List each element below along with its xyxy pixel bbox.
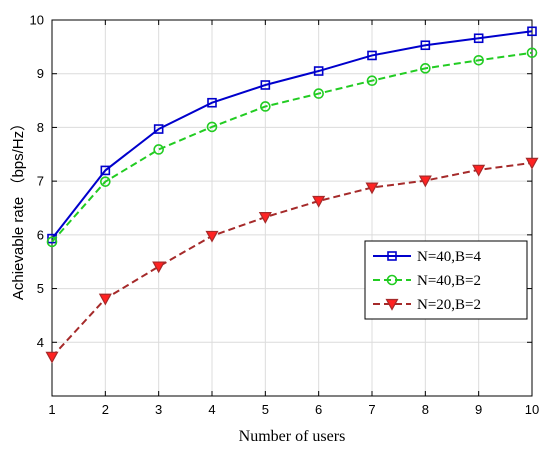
series-line-0 [51,30,533,240]
data-point-1-4 [260,101,271,112]
y-tick-label: 6 [37,227,44,242]
data-point-1-1 [100,176,111,187]
x-tick-label: 10 [525,402,539,417]
data-point-0-1 [100,165,111,176]
legend-item-1: N=40,B=2 [373,273,481,289]
x-tick-label: 6 [315,402,322,417]
y-tick-label: 8 [37,120,44,135]
plot-area [51,19,533,397]
x-tick-label: 7 [368,402,375,417]
data-point-0-2 [153,124,164,134]
x-tick-label: 8 [422,402,429,417]
data-point-0-9 [527,26,537,37]
data-point-2-0 [45,351,59,364]
data-point-0-7 [420,40,431,51]
data-point-0-5 [313,66,324,76]
x-axis-label: Number of users [239,428,346,445]
data-point-2-4 [258,212,272,224]
series-2 [45,157,539,364]
legend-label: N=20,B=2 [417,297,481,313]
y-tick-label: 9 [37,66,44,81]
series-1 [46,47,538,248]
x-tick-label: 4 [208,402,215,417]
legend: N=40,B=4 N=40,B=2 N=20,B=2 [364,240,528,320]
data-point-1-8 [473,54,484,66]
legend-item-0: N=40,B=4 [373,249,482,265]
legend-label: N=40,B=4 [417,249,482,265]
data-point-2-6 [365,182,379,195]
data-point-1-7 [420,63,431,74]
y-tick-label: 10 [30,13,44,28]
x-tick-label: 5 [262,402,269,417]
data-point-2-2 [152,261,166,274]
x-tick-label: 2 [102,402,109,417]
y-tick-label: 4 [37,335,44,350]
x-tick-label: 3 [155,402,162,417]
legend-label: N=40,B=2 [417,273,481,289]
data-point-0-4 [260,80,271,90]
data-point-0-3 [207,97,217,108]
legend-swatch-marker [387,251,397,261]
y-axis-label: Achievable rate （bps/Hz） [10,116,27,300]
data-point-1-2 [153,144,164,155]
series-0 [47,26,537,244]
data-point-1-6 [366,75,378,86]
x-tick-label: 1 [48,402,55,417]
data-point-1-3 [206,121,218,133]
data-point-1-5 [313,88,324,99]
data-point-0-8 [473,33,484,44]
y-tick-label: 7 [37,174,44,189]
data-point-1-9 [526,47,538,59]
x-tick-label: 9 [475,402,482,417]
legend-item-2: N=20,B=2 [373,297,481,313]
series-group [45,26,539,364]
series-line-2 [51,161,533,358]
data-point-0-6 [367,50,377,61]
data-point-2-8 [472,164,486,177]
series-line-1 [51,51,533,243]
data-point-2-5 [312,195,326,208]
data-point-2-1 [98,293,112,306]
data-point-1-0 [46,236,58,248]
legend-swatch-marker [386,274,398,286]
axis-ticks: 1 2 3 4 5 6 7 8 9 10 4 5 6 7 8 9 10 [30,13,540,418]
data-point-2-7 [418,175,432,188]
y-tick-label: 5 [37,281,44,296]
grid-lines [51,19,533,396]
legend-swatch-marker [385,298,399,311]
data-point-2-3 [205,230,219,243]
data-point-2-9 [525,157,539,170]
